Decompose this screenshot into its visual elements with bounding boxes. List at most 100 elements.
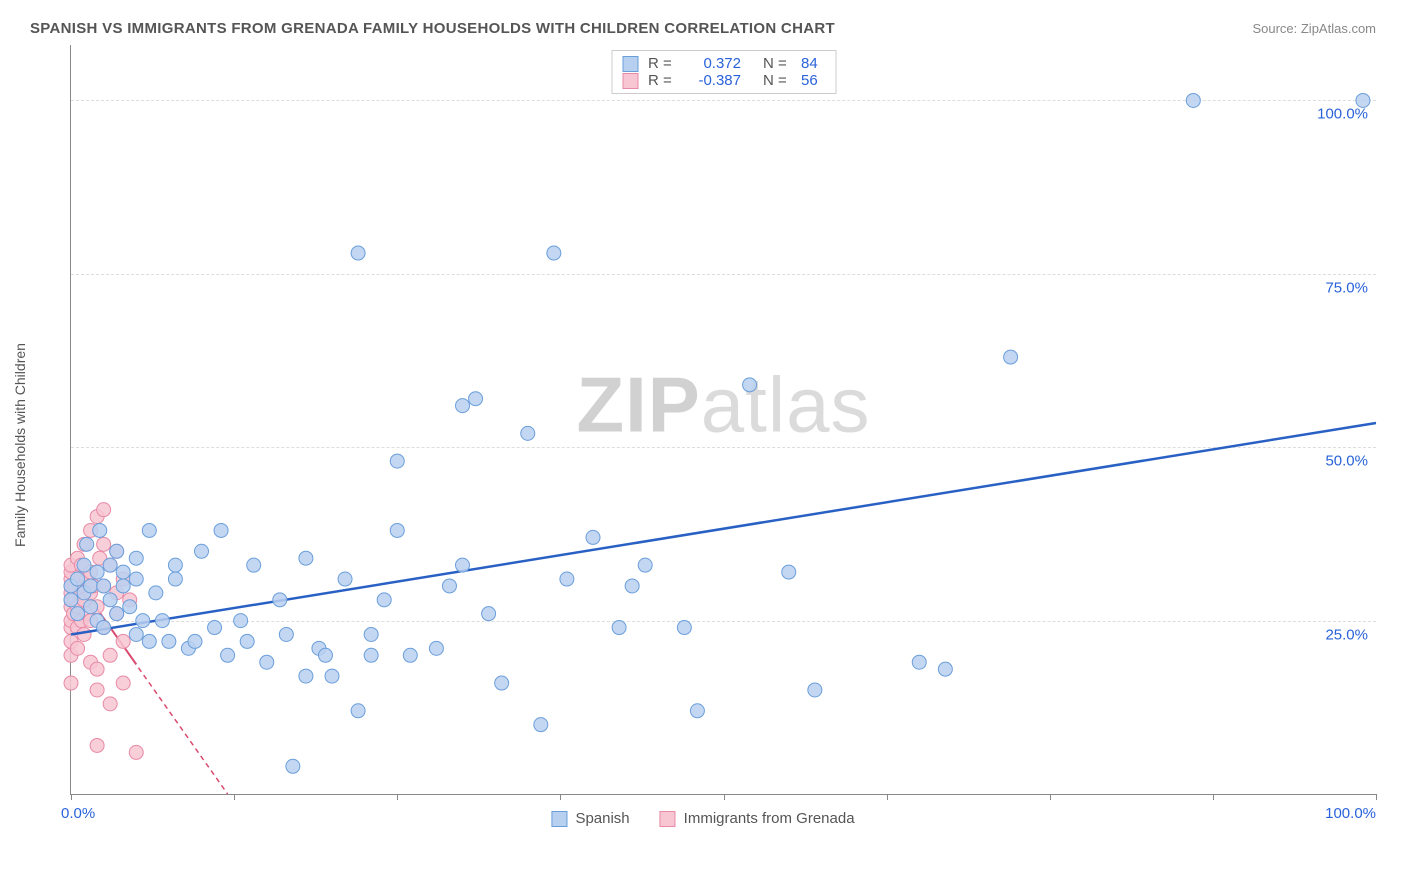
legend-label-grenada: Immigrants from Grenada [684,810,855,827]
legend-label-spanish: Spanish [575,810,629,827]
chart-area: Family Households with Children ZIPatlas… [30,45,1376,845]
series-legend: Spanish Immigrants from Grenada [551,810,854,827]
data-point [77,558,91,572]
x-tick [887,794,888,800]
data-point [103,648,117,662]
r-value-grenada: -0.387 [686,72,741,89]
data-point [364,627,378,641]
data-point [110,607,124,621]
data-point [625,579,639,593]
r-label: R = [648,72,676,89]
data-point [90,738,104,752]
n-label: N = [763,55,791,72]
legend-row-grenada: R = -0.387 N = 56 [622,72,825,89]
data-point [195,544,209,558]
data-point [521,426,535,440]
data-point [743,378,757,392]
data-point [938,662,952,676]
data-point [240,634,254,648]
x-tick [1050,794,1051,800]
data-point [456,399,470,413]
legend-item-grenada: Immigrants from Grenada [660,810,855,827]
data-point [149,586,163,600]
data-point [64,676,78,690]
data-point [97,503,111,517]
data-point [214,523,228,537]
x-tick-min: 0.0% [61,805,95,822]
swatch-grenada-bottom [660,811,676,827]
data-point [103,593,117,607]
data-point [155,614,169,628]
data-point [1186,93,1200,107]
x-tick [1376,794,1377,800]
data-point [534,718,548,732]
y-axis-label: Family Households with Children [12,343,28,547]
data-point [64,593,78,607]
data-point [442,579,456,593]
data-point [123,600,137,614]
r-value-spanish: 0.372 [686,55,741,72]
data-point [456,558,470,572]
data-point [103,558,117,572]
data-point [129,551,143,565]
data-point [547,246,561,260]
data-point [93,523,107,537]
data-point [103,697,117,711]
data-point [97,621,111,635]
data-point [71,607,85,621]
data-point [208,621,222,635]
data-point [677,621,691,635]
data-point [390,523,404,537]
source-attribution: Source: ZipAtlas.com [1252,21,1376,36]
legend-item-spanish: Spanish [551,810,629,827]
x-tick [71,794,72,800]
swatch-spanish-bottom [551,811,567,827]
swatch-grenada [622,73,638,89]
data-point [129,572,143,586]
x-tick [397,794,398,800]
chart-container: SPANISH VS IMMIGRANTS FROM GRENADA FAMIL… [0,0,1406,892]
chart-title: SPANISH VS IMMIGRANTS FROM GRENADA FAMIL… [30,20,835,37]
data-point [403,648,417,662]
data-point [279,627,293,641]
legend-row-spanish: R = 0.372 N = 84 [622,55,825,72]
data-point [188,634,202,648]
data-point [612,621,626,635]
data-point [912,655,926,669]
x-tick [560,794,561,800]
data-point [377,593,391,607]
data-point [97,537,111,551]
data-point [221,648,235,662]
data-point [136,614,150,628]
data-point [808,683,822,697]
n-value-spanish: 84 [801,55,825,72]
x-tick [234,794,235,800]
n-label: N = [763,72,791,89]
data-point [84,600,98,614]
data-point [247,558,261,572]
data-point [168,572,182,586]
data-point [80,537,94,551]
data-point [318,648,332,662]
data-point [299,551,313,565]
data-point [97,579,111,593]
data-point [351,704,365,718]
data-point [116,565,130,579]
data-point [77,627,91,641]
plot-area: ZIPatlas R = 0.372 N = 84 R = -0.387 N =… [70,45,1376,795]
data-point [325,669,339,683]
data-point [129,745,143,759]
data-point [71,572,85,586]
data-point [338,572,352,586]
r-label: R = [648,55,676,72]
data-point [1356,93,1370,107]
data-point [495,676,509,690]
data-point [110,544,124,558]
n-value-grenada: 56 [801,72,825,89]
data-point [90,662,104,676]
data-point [482,607,496,621]
data-point [286,759,300,773]
trendline-spanish [71,423,1376,635]
data-point [273,593,287,607]
data-point [1004,350,1018,364]
